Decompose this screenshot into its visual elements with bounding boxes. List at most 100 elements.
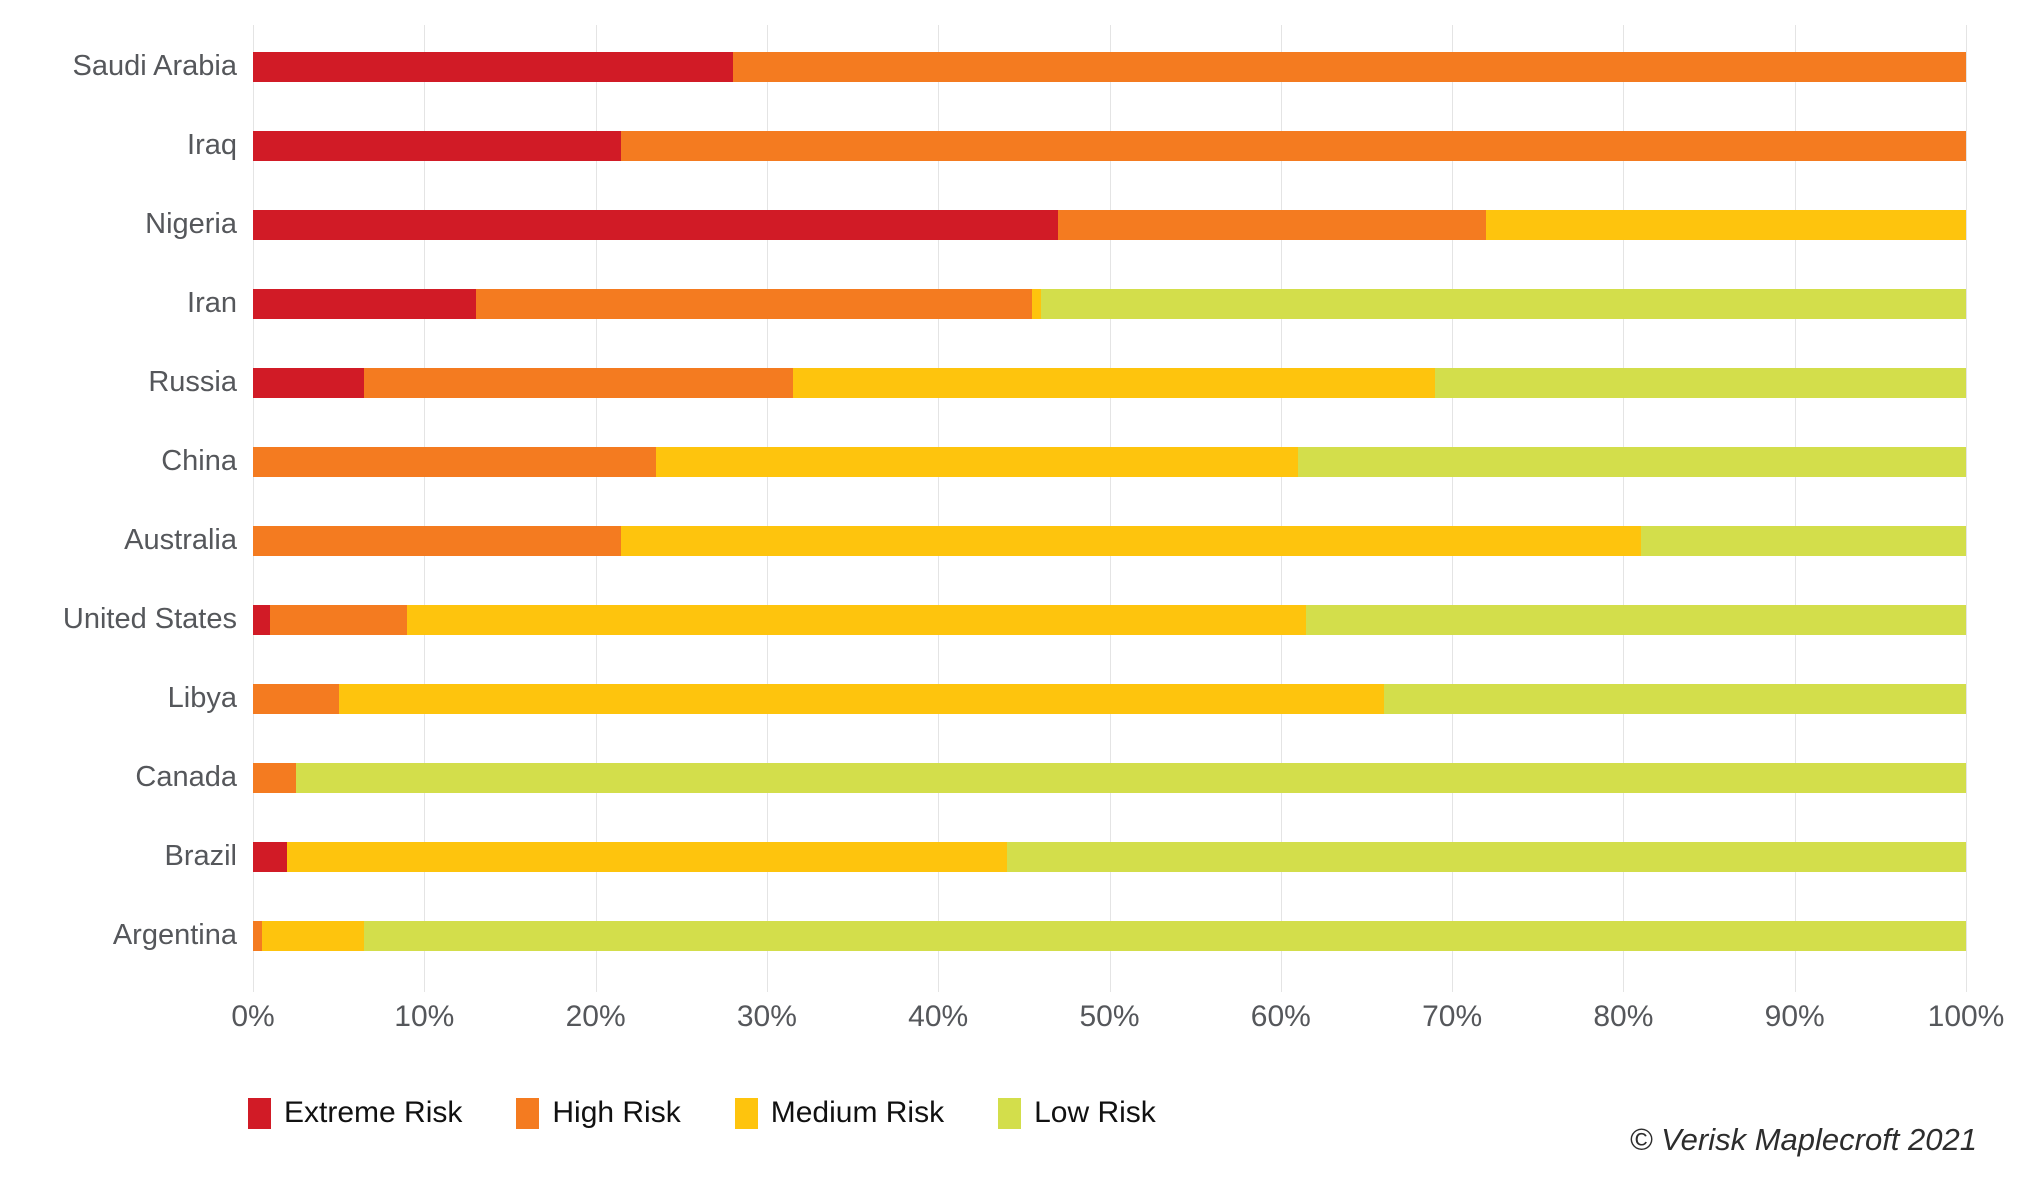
stacked-bar bbox=[253, 841, 1966, 872]
legend-item-medium-risk: Medium Risk bbox=[734, 1096, 945, 1130]
stacked-bar bbox=[253, 525, 1966, 556]
stacked-bar bbox=[253, 446, 1966, 477]
category-label: Australia bbox=[124, 524, 237, 556]
category-label: Russia bbox=[148, 366, 237, 398]
chart-row: United States bbox=[63, 580, 1966, 659]
category-label: Nigeria bbox=[145, 208, 237, 240]
bar-segment-medium-risk bbox=[287, 841, 1007, 872]
category-label: Argentina bbox=[112, 919, 237, 951]
x-tick-label: 50% bbox=[1079, 1000, 1140, 1033]
category-label: Iraq bbox=[187, 129, 237, 161]
bar-segment-high-risk bbox=[270, 604, 408, 635]
x-tick-label: 80% bbox=[1593, 1000, 1654, 1033]
bar-segment-low-risk bbox=[1040, 288, 1966, 319]
legend-label: Extreme Risk bbox=[284, 1096, 463, 1129]
bar-segment-high-risk bbox=[621, 130, 1966, 161]
bar-segment-medium-risk bbox=[261, 920, 365, 951]
gridline bbox=[253, 25, 254, 992]
category-label: Brazil bbox=[164, 840, 237, 872]
x-axis: 0% 10% 20% 30% 40% 50% 60% 70% 80% 90% 100% bbox=[231, 1000, 2004, 1040]
gridline bbox=[1452, 25, 1454, 992]
gridline bbox=[766, 25, 768, 992]
bar-segment-medium-risk bbox=[621, 525, 1641, 556]
category-label: United States bbox=[62, 603, 237, 635]
bar-segment-high-risk bbox=[732, 51, 1966, 82]
bar-segment-low-risk bbox=[364, 920, 1966, 951]
legend-swatch-high-risk bbox=[516, 1097, 540, 1129]
legend: Extreme Risk High Risk Medium Risk Low Risk bbox=[248, 1096, 1156, 1130]
bar-segment-high-risk bbox=[253, 683, 339, 714]
bar-segment-extreme-risk bbox=[253, 288, 476, 319]
bar-segment-high-risk bbox=[475, 288, 1033, 319]
bar-segment-extreme-risk bbox=[253, 604, 271, 635]
bar-segment-high-risk bbox=[1058, 209, 1487, 240]
bar-segment-high-risk bbox=[364, 367, 793, 398]
gridline bbox=[1966, 25, 1967, 992]
bar-segment-extreme-risk bbox=[253, 367, 365, 398]
chart-row: Canada bbox=[135, 738, 1966, 817]
chart-row: Iran bbox=[187, 264, 1966, 343]
x-tick-label: 30% bbox=[736, 1000, 797, 1033]
x-tick-label: 0% bbox=[231, 1000, 275, 1033]
bar-segment-medium-risk bbox=[655, 446, 1298, 477]
bar-segment-medium-risk bbox=[1032, 288, 1041, 319]
bar-segment-medium-risk bbox=[338, 683, 1384, 714]
bar-segment-low-risk bbox=[1434, 367, 1966, 398]
stacked-bar bbox=[253, 130, 1966, 161]
bar-segment-extreme-risk bbox=[253, 209, 1059, 240]
chart-row: China bbox=[161, 422, 1966, 501]
gridline bbox=[595, 25, 597, 992]
bar-segment-extreme-risk bbox=[253, 841, 288, 872]
bar-segment-medium-risk bbox=[792, 367, 1435, 398]
x-tick-label: 90% bbox=[1764, 1000, 1825, 1033]
legend-label: High Risk bbox=[552, 1096, 681, 1129]
legend-item-low-risk: Low Risk bbox=[998, 1096, 1156, 1130]
bar-segment-low-risk bbox=[1383, 683, 1966, 714]
gridline bbox=[1280, 25, 1282, 992]
chart-row: Brazil bbox=[164, 817, 1966, 896]
bar-segment-high-risk bbox=[253, 525, 622, 556]
gridline bbox=[424, 25, 426, 992]
bar-segment-extreme-risk bbox=[253, 51, 733, 82]
plot-area: Saudi Arabia Iraq Nigeria Iran Russia China Au… bbox=[63, 27, 1966, 975]
bar-segment-low-risk bbox=[1306, 604, 1966, 635]
legend-label: Medium Risk bbox=[770, 1096, 945, 1129]
gridline bbox=[938, 25, 940, 992]
bar-segment-medium-risk bbox=[1486, 209, 1966, 240]
x-tick-label: 10% bbox=[394, 1000, 455, 1033]
x-tick-label: 60% bbox=[1250, 1000, 1311, 1033]
bar-segment-extreme-risk bbox=[253, 130, 622, 161]
stacked-bar bbox=[253, 209, 1966, 240]
bar-segment-medium-risk bbox=[407, 604, 1307, 635]
chart-row: Australia bbox=[124, 501, 1966, 580]
category-label: Iran bbox=[187, 287, 237, 319]
chart-row: Argentina bbox=[113, 896, 1966, 975]
bar-segment-high-risk bbox=[253, 920, 262, 951]
x-tick-label: 100% bbox=[1927, 1000, 2005, 1033]
bar-segment-low-risk bbox=[295, 762, 1966, 793]
category-label: Libya bbox=[167, 682, 237, 714]
category-label: Canada bbox=[135, 761, 237, 793]
gridline bbox=[1109, 25, 1111, 992]
x-tick-label: 70% bbox=[1422, 1000, 1483, 1033]
x-tick-label: 20% bbox=[565, 1000, 626, 1033]
bar-segment-low-risk bbox=[1006, 841, 1966, 872]
legend-item-extreme-risk: Extreme Risk bbox=[248, 1096, 462, 1130]
stacked-bar bbox=[253, 288, 1966, 319]
gridlines bbox=[253, 25, 1967, 992]
stacked-bar bbox=[253, 367, 1966, 398]
chart-row: Libya bbox=[168, 659, 1966, 738]
category-label: China bbox=[161, 445, 237, 477]
bar-segment-high-risk bbox=[253, 762, 296, 793]
stacked-bar bbox=[253, 604, 1966, 635]
chart-row: Nigeria bbox=[145, 185, 1966, 264]
legend-swatch-medium-risk bbox=[734, 1097, 758, 1129]
gridline bbox=[1623, 25, 1625, 992]
legend-item-high-risk: High Risk bbox=[516, 1096, 681, 1130]
stacked-bar bbox=[253, 683, 1966, 714]
legend-swatch-low-risk bbox=[998, 1097, 1022, 1129]
chart-row: Russia bbox=[148, 343, 1966, 422]
legend-label: Low Risk bbox=[1034, 1096, 1156, 1129]
category-label: Saudi Arabia bbox=[72, 50, 237, 82]
